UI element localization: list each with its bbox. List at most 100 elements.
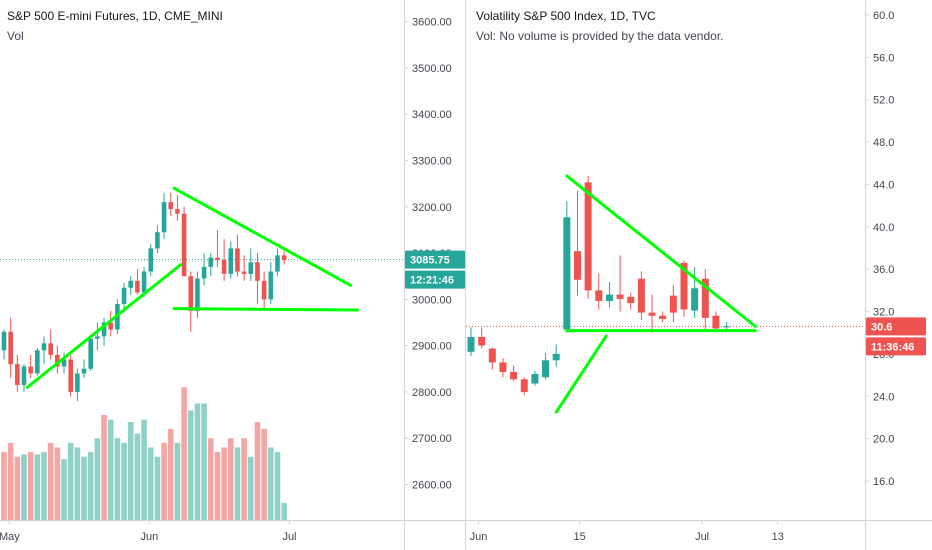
left-candle-body [261,280,267,300]
left-volume-bar [101,415,107,520]
left-volume-bar [7,442,14,520]
left-volume-bar [247,456,254,520]
left-volume-bar [54,447,61,520]
left-volume-bar [268,447,274,520]
right-candle-body [701,278,709,318]
right-candle-body [563,217,571,330]
left-candle-body [255,262,260,281]
left-candle-body [75,373,80,392]
left-candle-body [181,213,187,277]
right-x-tick-label: 13 [772,531,784,543]
left-volume-bar [254,422,261,520]
left-candle-body [95,336,100,339]
left-trendline [172,307,360,312]
right-x-tick-label: Jul [695,531,709,543]
left-candle-body [241,271,247,274]
left-candle-body [148,248,154,272]
left-y-tick-label: 2800.00 [412,387,452,399]
left-candle-body [8,331,13,365]
right-last-price-value: 30.6 [871,321,892,333]
right-y-tick-label: 32.0 [873,307,894,319]
left-candle-body [221,259,227,274]
left-candle-body [28,366,33,374]
right-y-tick-label: 48.0 [873,137,894,149]
left-candle-body [161,202,167,233]
right-candle-body [467,336,475,352]
left-volume-bar [221,447,227,520]
left-y-tick-label: 2900.00 [412,341,452,353]
left-candle-body [268,271,274,300]
left-candle-body [61,359,67,367]
left-volume-bar [174,442,181,520]
left-candle-body [168,202,174,210]
left-candle-body [88,338,94,369]
right-candle-body [712,315,720,329]
left-y-tick-label: 3000.00 [412,294,452,306]
left-candle-body [15,364,20,385]
left-volume-bar [154,456,161,520]
left-last-price-value: 3085.75 [410,255,450,267]
right-candle-body [510,371,518,380]
right-y-tick-label: 24.0 [873,391,894,403]
left-candle-body [275,255,280,272]
right-y-tick-label: 60.0 [873,10,894,22]
left-trendline [25,263,183,389]
right-candle-body [542,360,550,378]
right-trendline [565,174,757,328]
left-y-tick-label: 3300.00 [412,155,452,167]
left-volume-bar [114,438,121,520]
left-x-tick-label: Jul [282,531,296,543]
left-volume-bar [21,454,27,520]
left-x-tick-label: Jun [141,531,159,543]
right-candle-body [627,296,635,304]
left-candle-body [175,209,180,214]
left-volume-bar [194,403,201,520]
left-volume-bar [81,456,87,520]
left-candle-body [188,276,194,311]
left-y-tick-label: 3600.00 [412,17,452,29]
left-volume-bar [141,419,147,520]
right-y-tick-label: 36.0 [873,264,894,276]
left-volume-bar [234,447,241,520]
left-y-tick-label: 2700.00 [412,433,452,445]
left-volume-bar [201,403,207,520]
right-candle-body [605,294,613,301]
left-y-tick-label: 2600.00 [412,480,452,492]
left-volume-bar [147,447,154,520]
left-candle-body [128,280,134,288]
left-y-tick-label: 3500.00 [412,63,452,75]
right-countdown-tag [866,337,926,356]
right-y-tick-label: 44.0 [873,179,894,191]
right-candle-body [584,182,592,291]
left-candle-body [55,354,60,367]
right-candle-body [488,348,496,363]
left-volume-bar [281,503,287,520]
right-y-tick-label: 56.0 [873,52,894,64]
right-x-tick-label: Jun [470,531,488,543]
right-y-tick-label: 52.0 [873,95,894,107]
right-candle-body [531,374,539,384]
left-volume-bar [94,438,101,520]
left-candle-body [81,368,87,374]
right-candle-body [552,353,560,361]
left-volume-bar [61,459,67,520]
right-candle-body [520,379,528,393]
left-candle-body [68,359,73,392]
right-vol-label: Vol: No volume is provided by the data v… [476,29,724,43]
left-volume-bar [27,452,34,520]
left-volume-bar [127,422,134,520]
right-candle-body [669,295,677,313]
right-candle-body [574,251,581,280]
right-chart-group: 16.020.024.028.032.036.040.044.048.052.0… [466,10,926,543]
left-volume-bar [67,442,74,520]
right-candle-body [723,326,731,328]
left-volume-bar [47,442,54,520]
left-candle-body [248,262,254,274]
right-candle-body [616,294,624,299]
right-candle-body [680,262,688,310]
right-candle-body [691,288,699,311]
left-candle-body [108,322,114,330]
left-volume-bar [87,452,94,520]
left-countdown-value: 12:21:46 [410,275,454,287]
